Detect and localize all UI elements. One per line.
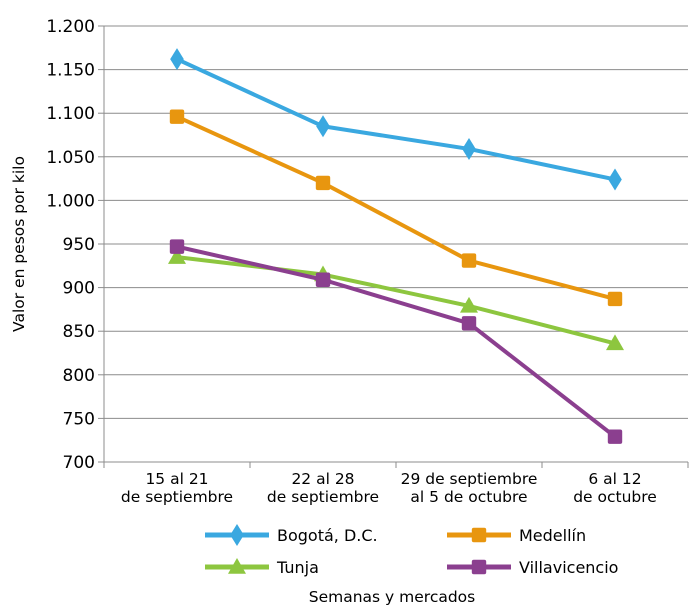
y-tick-label: 950 [63,235,95,255]
data-point [608,168,622,191]
y-tick-label: 1.100 [46,104,95,124]
data-point [607,429,623,444]
data-point [462,137,476,160]
y-tick-label: 850 [63,322,95,342]
y-axis-title: Valor en pesos por kilo [10,156,28,332]
legend-item: Bogotá, D.C. [205,524,378,546]
y-tick-label: 1.200 [46,17,95,37]
legend-marker [228,558,246,574]
series-line [176,255,616,346]
x-axis-title: Semanas y mercados [309,588,475,606]
data-point [170,48,184,71]
x-tick-label: 6 al 12 de octubre [573,470,657,506]
x-tick-label: 22 al 28 de septiembre [267,470,379,506]
series-3 [169,239,623,444]
data-point [315,272,331,287]
legend-marker [471,527,487,543]
x-tick-label: 29 de septiembre al 5 de octubre [401,470,538,506]
axes: 700 750 800 850 900 950 1.000 1.050 1.100 1.150 1.… [46,17,689,506]
y-tick-label: 750 [63,409,95,429]
legend-item: Medellín [447,526,586,545]
series-2 [168,248,624,351]
data-point [169,239,185,254]
legend-marker [471,559,487,575]
series-line [176,114,616,301]
series-line [176,244,617,439]
data-point [461,253,477,268]
y-tick-label: 1.050 [46,148,95,168]
y-tick-label: 800 [63,366,95,386]
data-point [315,175,331,191]
y-tick-label: 700 [63,453,95,473]
legend: Bogotá, D.C. Medellín Tunja Villavicencio [205,524,618,577]
legend-label: Bogotá, D.C. [277,526,378,545]
data-point [461,316,477,331]
y-tick-label: 1.150 [46,61,95,81]
legend-label: Villavicencio [519,558,618,577]
series-line [176,57,616,182]
series-0 [170,48,622,191]
legend-label: Medellín [519,526,586,545]
data-point [606,334,624,351]
data-point [460,296,478,313]
x-tick-label: 15 al 21 de septiembre [121,470,233,506]
series-1 [169,109,623,307]
y-tick-label: 1.000 [46,191,95,211]
series-group [168,48,624,444]
data-point [169,109,185,124]
data-point [168,248,186,264]
legend-label: Tunja [276,558,319,577]
legend-item: Tunja [205,558,319,577]
data-point [607,291,623,307]
legend-item: Villavicencio [447,558,618,577]
legend-marker [230,524,244,546]
grid [104,25,688,463]
y-tick-label: 900 [63,279,95,299]
data-point [316,115,330,138]
